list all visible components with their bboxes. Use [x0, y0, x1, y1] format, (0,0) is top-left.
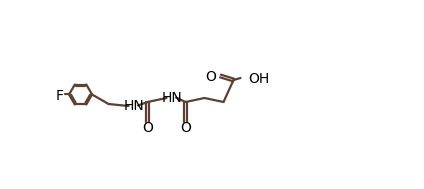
Text: O: O	[180, 121, 191, 135]
Text: O: O	[142, 121, 153, 135]
Text: F: F	[56, 89, 64, 103]
Text: O: O	[206, 70, 217, 84]
Text: HN: HN	[162, 91, 182, 105]
Text: HN: HN	[124, 99, 145, 114]
Text: OH: OH	[248, 73, 270, 87]
